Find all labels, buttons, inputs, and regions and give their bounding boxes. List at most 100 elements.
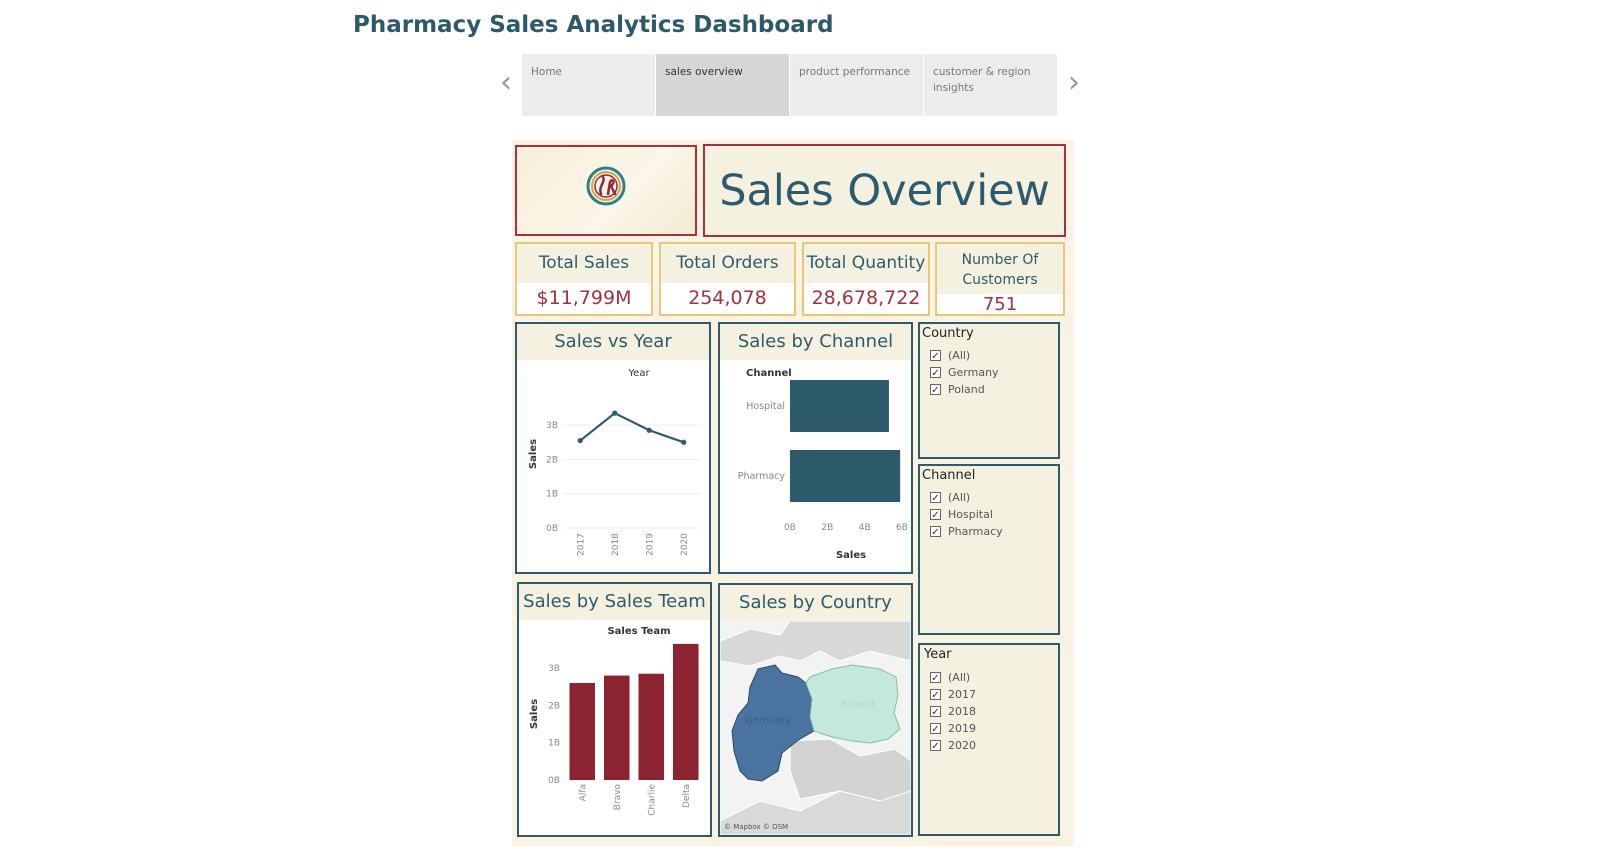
filter-channel: Channel ✓ (All) ✓ Hospital ✓ Pharmacy: [918, 464, 1060, 635]
series-line: [579, 411, 685, 444]
filter-option[interactable]: ✓ 2019: [930, 721, 976, 735]
category-label: Pharmacy: [738, 471, 786, 482]
filter-country: Country ✓ (All) ✓ Germany ✓ Poland: [918, 322, 1060, 459]
y-axis-label: Sales: [529, 699, 540, 729]
kpi-total-orders: Total Orders 254,078: [659, 242, 796, 316]
x-tick-label: Bravo: [613, 784, 623, 811]
filter-option-label: Pharmacy: [948, 524, 1003, 538]
chart-sales-by-sales-team: Sales by Sales Team Sales Team Sales 0B 1…: [517, 582, 712, 837]
filter-title: Country: [922, 326, 974, 341]
bar[interactable]: [603, 675, 630, 780]
checkbox-checked-icon[interactable]: ✓: [930, 366, 941, 379]
sales-by-channel-plot: Channel Hospital Pharmacy 0B 2B 4B 6B Sales: [738, 368, 908, 561]
header-panel: Sales Overview: [703, 144, 1066, 237]
kpi-total-sales: Total Sales $11,799M: [515, 242, 653, 316]
data-point[interactable]: [577, 437, 583, 444]
x-tick-label: 0B: [784, 523, 796, 533]
page-title: Pharmacy Sales Analytics Dashboard: [353, 12, 834, 38]
y-tick-label: 2B: [546, 455, 558, 465]
filter-option-label: Germany: [948, 365, 999, 379]
filter-title: Year: [924, 647, 952, 662]
x-tick-label: 2018: [611, 533, 621, 556]
kpi-value: 254,078: [661, 283, 794, 314]
filter-option[interactable]: ✓ 2018: [930, 704, 976, 718]
y-tick-label: 0B: [548, 776, 560, 786]
kpi-total-quantity: Total Quantity 28,678,722: [802, 242, 930, 316]
filter-option-label: 2017: [948, 687, 976, 701]
filter-option[interactable]: ✓ 2017: [930, 687, 976, 701]
map-label-germany: Germany: [745, 715, 791, 726]
map-region-poland[interactable]: [805, 664, 901, 744]
y-tick-label: 1B: [546, 490, 558, 500]
data-point[interactable]: [681, 439, 687, 445]
y-tick-label: 3B: [546, 421, 558, 431]
filter-option-label: (All): [948, 670, 971, 684]
chart-sales-by-country: Sales by Country Germany Poland © Mapbox…: [718, 583, 913, 837]
tab-sales-overview[interactable]: sales overview: [656, 54, 789, 116]
data-point[interactable]: [646, 427, 652, 433]
bar[interactable]: [790, 380, 889, 432]
checkbox-checked-icon[interactable]: ✓: [930, 349, 941, 362]
nav-next-arrow-icon[interactable]: ›: [1068, 65, 1080, 100]
tab-customer-region-insights[interactable]: customer & region insights: [924, 54, 1057, 116]
x-tick-label: 6B: [896, 523, 908, 533]
checkbox-checked-icon[interactable]: ✓: [930, 739, 941, 752]
map-label-poland: Poland: [841, 699, 874, 710]
bar[interactable]: [638, 673, 665, 780]
filter-option[interactable]: ✓ (All): [930, 348, 970, 362]
filter-option[interactable]: ✓ (All): [930, 490, 970, 504]
checkbox-checked-icon[interactable]: ✓: [930, 491, 941, 504]
filter-year: Year ✓ (All) ✓ 2017 ✓ 2018 ✓ 2019 ✓ 2020: [918, 643, 1060, 836]
chart-sales-by-channel: Sales by Channel Channel Hospital Pharmac…: [718, 322, 913, 574]
bar[interactable]: [672, 643, 699, 780]
y-tick-label: 3B: [548, 664, 560, 674]
filter-option[interactable]: ✓ Poland: [930, 382, 985, 396]
checkbox-checked-icon[interactable]: ✓: [930, 722, 941, 735]
tab-product-performance[interactable]: product performance: [790, 54, 923, 116]
x-tick-label: 4B: [859, 523, 871, 533]
tab-home[interactable]: Home: [522, 54, 655, 116]
chart-title: Sales by Channel: [720, 324, 911, 360]
filter-title: Channel: [922, 468, 976, 483]
logo-panel: [515, 145, 697, 236]
filter-option[interactable]: ✓ (All): [930, 670, 970, 684]
nav-prev-arrow-icon[interactable]: ‹: [500, 65, 512, 100]
filter-option-label: 2020: [948, 738, 976, 752]
checkbox-checked-icon[interactable]: ✓: [930, 508, 941, 521]
filter-option-label: (All): [948, 348, 971, 362]
kpi-value: $11,799M: [517, 283, 651, 314]
checkbox-checked-icon[interactable]: ✓: [930, 383, 941, 396]
checkbox-checked-icon[interactable]: ✓: [930, 671, 941, 684]
y-tick-label: 2B: [548, 701, 560, 711]
kpi-label: Total Orders: [676, 253, 779, 273]
kpi-number-of-customers: Number Of Customers 751: [935, 242, 1065, 316]
x-tick-label: Alfa: [578, 784, 588, 801]
category-label: Hospital: [746, 401, 785, 412]
checkbox-checked-icon[interactable]: ✓: [930, 525, 941, 538]
filter-option[interactable]: ✓ Pharmacy: [930, 524, 1003, 538]
x-tick-label: 2017: [576, 533, 586, 556]
x-tick-label: 2B: [821, 523, 833, 533]
header-title: Sales Overview: [719, 165, 1050, 216]
kpi-value: 28,678,722: [804, 283, 928, 314]
x-tick-label: Charlie: [647, 784, 657, 816]
checkbox-checked-icon[interactable]: ✓: [930, 688, 941, 701]
bar[interactable]: [790, 450, 901, 502]
chart-header: Channel: [746, 368, 792, 379]
x-tick-label: Delta: [682, 784, 692, 808]
filter-option[interactable]: ✓ 2020: [930, 738, 976, 752]
y-tick-label: 0B: [546, 524, 558, 534]
chart-title: Sales by Country: [720, 585, 911, 621]
kpi-value: 751: [937, 294, 1063, 315]
kpi-label: Number Of Customers: [961, 252, 1039, 288]
logo-icon: [586, 166, 626, 206]
filter-option[interactable]: ✓ Germany: [930, 365, 999, 379]
filter-option[interactable]: ✓ Hospital: [930, 507, 993, 521]
filter-option-label: (All): [948, 490, 971, 504]
map-region-germany[interactable]: [731, 664, 815, 782]
bar[interactable]: [569, 683, 596, 780]
x-tick-label: 2020: [680, 533, 690, 556]
data-point[interactable]: [612, 410, 618, 416]
sales-vs-year-plot: Year Sales 0B 1B 2B 3B 2017 2018 2019 2020: [528, 368, 701, 556]
checkbox-checked-icon[interactable]: ✓: [930, 705, 941, 718]
